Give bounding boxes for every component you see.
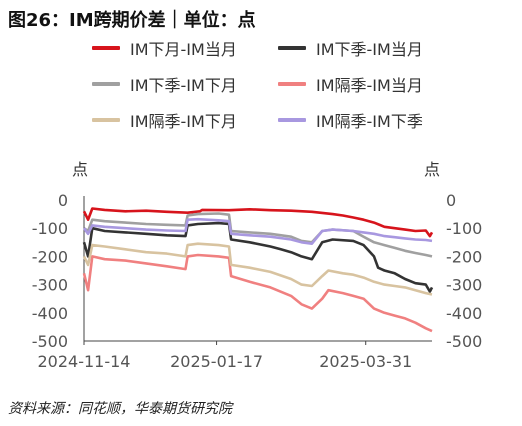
- y-tick-left-4: -400: [32, 304, 68, 323]
- y-tick-right-3: -300: [446, 276, 482, 295]
- y-tick-right-0: 0: [446, 191, 456, 210]
- series-line-3: [84, 255, 432, 331]
- x-tick-1: 2025-01-17: [170, 352, 263, 371]
- source-note: 资料来源：同花顺，华泰期货研究院: [8, 398, 232, 418]
- y-tick-left-3: -300: [32, 276, 68, 295]
- x-tick-2: 2025-03-31: [319, 352, 412, 371]
- y-tick-right-2: -200: [446, 247, 482, 266]
- x-tick-0: 2024-11-14: [38, 352, 131, 371]
- y-tick-left-5: -500: [32, 332, 68, 351]
- y-tick-right-1: -100: [446, 219, 482, 238]
- y-tick-left-1: -100: [32, 219, 68, 238]
- y-tick-left-2: -200: [32, 247, 68, 266]
- y-tick-right-4: -400: [446, 304, 482, 323]
- y-tick-left-0: 0: [58, 191, 68, 210]
- y-tick-right-5: -500: [446, 332, 482, 351]
